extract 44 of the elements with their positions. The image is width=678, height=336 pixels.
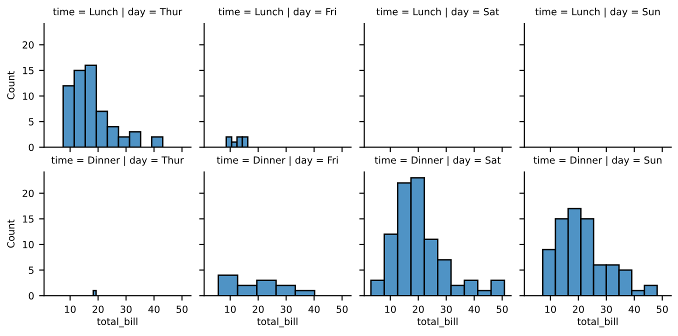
x-tick-label: 10	[385, 306, 396, 313]
chart-title: time = Dinner | day = Sun	[534, 156, 662, 166]
x-tick-label: 20	[572, 306, 584, 313]
y-tick-label: 20	[22, 41, 34, 49]
x-tick-label: 40	[148, 306, 160, 313]
x-tick-label: 10	[545, 306, 556, 313]
chart-title: time = Dinner | day = Fri	[216, 156, 338, 166]
chart-title: time = Lunch | day = Sun	[535, 8, 660, 18]
y-tick-label: 10	[23, 92, 34, 100]
x-tick-label: 30	[600, 306, 612, 313]
x-tick-label: 30	[440, 306, 452, 313]
y-tick-label: 5	[28, 118, 34, 126]
y-tick-label: 15	[23, 66, 34, 74]
x-tick-label: 50	[656, 306, 668, 313]
y-tick-label: 0	[28, 292, 34, 300]
x-axis-title: total_bill	[577, 318, 618, 328]
x-tick-label: 40	[308, 306, 320, 313]
y-axis-title: Count	[7, 220, 15, 248]
x-tick-label: 20	[92, 306, 104, 313]
x-tick-label: 30	[120, 306, 132, 313]
x-axis-title: total_bill	[257, 318, 298, 328]
x-tick-label: 50	[496, 306, 508, 313]
chart-title: time = Dinner | day = Thur	[51, 156, 184, 166]
x-tick-label: 10	[225, 306, 236, 313]
chart-title: time = Dinner | day = Sat	[374, 156, 501, 166]
x-tick-label: 10	[65, 306, 76, 313]
x-tick-label: 40	[628, 306, 640, 313]
y-tick-label: 5	[28, 266, 34, 274]
x-axis-title: total_bill	[97, 318, 138, 328]
y-tick-label: 15	[23, 215, 34, 223]
chart-title: time = Lunch | day = Sat	[376, 8, 499, 18]
x-axis-title: total_bill	[417, 318, 458, 328]
chart-title: time = Lunch | day = Fri	[218, 8, 336, 18]
x-tick-label: 30	[280, 306, 292, 313]
x-tick-label: 50	[336, 306, 348, 313]
y-tick-label: 20	[22, 190, 34, 198]
y-axis-title: Count	[7, 71, 15, 100]
x-tick-label: 50	[176, 306, 188, 313]
x-tick-label: 20	[252, 306, 264, 313]
y-tick-label: 0	[28, 144, 34, 152]
chart-title: time = Lunch | day = Thur	[53, 8, 182, 18]
x-tick-label: 40	[468, 306, 480, 313]
y-tick-label: 10	[23, 240, 34, 248]
x-tick-label: 20	[412, 306, 424, 313]
